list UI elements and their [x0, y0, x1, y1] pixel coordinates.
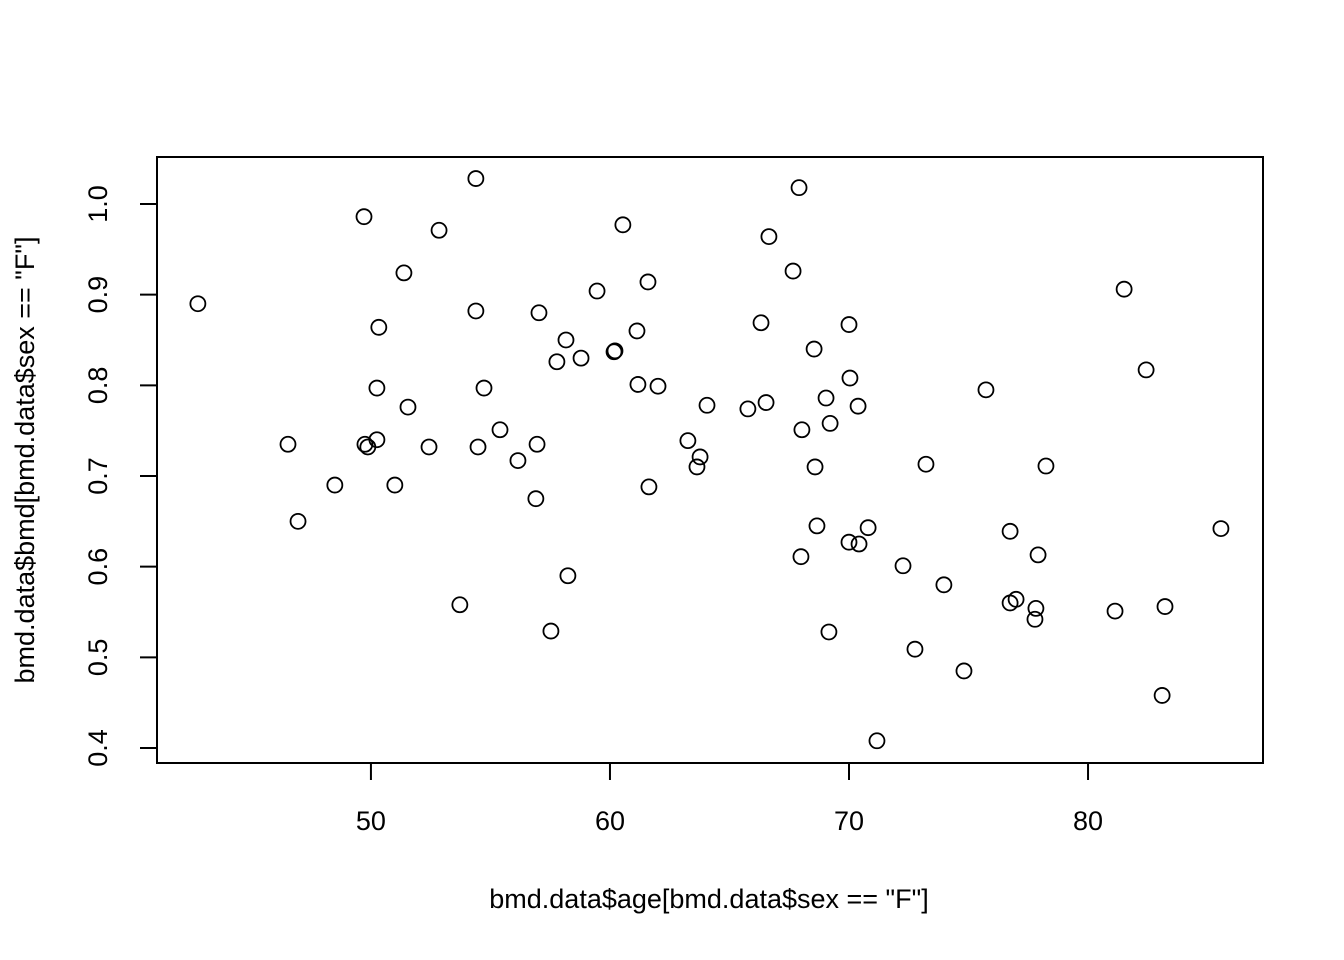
point	[849, 397, 867, 415]
point	[808, 517, 826, 535]
point	[639, 273, 657, 291]
point	[790, 179, 808, 197]
point	[679, 432, 697, 450]
point	[189, 295, 207, 313]
point	[1153, 687, 1171, 704]
point	[395, 264, 413, 282]
point	[289, 512, 307, 530]
y-tick-label: 0.4	[83, 729, 113, 767]
point	[451, 596, 469, 614]
point	[606, 342, 624, 360]
point	[894, 557, 912, 575]
point	[355, 208, 373, 226]
point	[820, 623, 838, 641]
point	[467, 170, 485, 187]
point	[572, 349, 590, 367]
point	[906, 640, 924, 658]
point	[793, 421, 811, 439]
point	[491, 421, 509, 439]
point	[326, 476, 344, 494]
point	[386, 476, 404, 494]
y-tick-label: 1.0	[83, 185, 113, 223]
point	[548, 353, 566, 371]
point	[475, 379, 493, 397]
point	[955, 662, 973, 680]
point	[1115, 280, 1133, 298]
point	[792, 548, 810, 566]
point	[698, 396, 716, 414]
x-tick-label: 70	[834, 806, 864, 836]
y-axis-label: bmd.data$bmd[bmd.data$sex == "F"]	[10, 237, 40, 684]
point	[559, 567, 577, 585]
point	[757, 394, 775, 411]
point	[691, 448, 709, 466]
point	[640, 478, 658, 496]
point	[1037, 457, 1055, 475]
point	[868, 732, 886, 750]
point	[977, 381, 995, 399]
point	[840, 533, 858, 551]
point	[557, 331, 575, 349]
y-tick-label: 0.9	[83, 276, 113, 314]
y-tick-label: 0.6	[83, 548, 113, 586]
point	[530, 304, 548, 322]
y-tick-label: 0.8	[83, 367, 113, 405]
point	[805, 340, 823, 358]
point	[1027, 599, 1045, 617]
point	[935, 576, 953, 594]
x-tick-label: 60	[595, 806, 625, 836]
point	[840, 316, 858, 333]
point	[850, 535, 868, 553]
point	[279, 435, 297, 453]
point	[368, 379, 386, 397]
point	[420, 438, 438, 456]
point	[841, 369, 859, 387]
point	[509, 452, 527, 469]
y-tick-label: 0.7	[83, 457, 113, 495]
point	[739, 400, 757, 418]
point	[1137, 361, 1155, 379]
point	[527, 490, 545, 508]
point	[528, 435, 546, 453]
point	[467, 302, 485, 320]
point	[614, 216, 632, 234]
plot-box	[156, 156, 1264, 764]
point	[430, 221, 448, 239]
point	[806, 458, 824, 476]
point	[688, 458, 706, 476]
point	[784, 262, 802, 280]
point	[1007, 590, 1025, 608]
point	[1156, 598, 1174, 615]
y-tick-label: 0.5	[83, 639, 113, 677]
point	[542, 622, 560, 640]
point	[752, 314, 770, 332]
point	[917, 455, 935, 473]
point	[760, 228, 778, 246]
point	[649, 377, 667, 395]
point	[1001, 522, 1019, 540]
point	[356, 435, 374, 453]
point	[628, 322, 646, 340]
point	[859, 519, 877, 537]
point	[629, 376, 647, 393]
x-tick-label: 80	[1073, 806, 1103, 836]
x-axis-label: bmd.data$age[bmd.data$sex == "F"]	[489, 884, 928, 914]
point	[1029, 546, 1047, 564]
point	[1026, 610, 1044, 628]
point	[817, 389, 835, 407]
point	[469, 438, 487, 456]
point	[588, 282, 606, 300]
point	[821, 415, 839, 432]
point	[1212, 520, 1230, 537]
point	[370, 318, 388, 336]
point	[399, 398, 417, 416]
x-tick-label: 50	[356, 806, 386, 836]
point	[1106, 602, 1124, 620]
point	[368, 431, 386, 449]
